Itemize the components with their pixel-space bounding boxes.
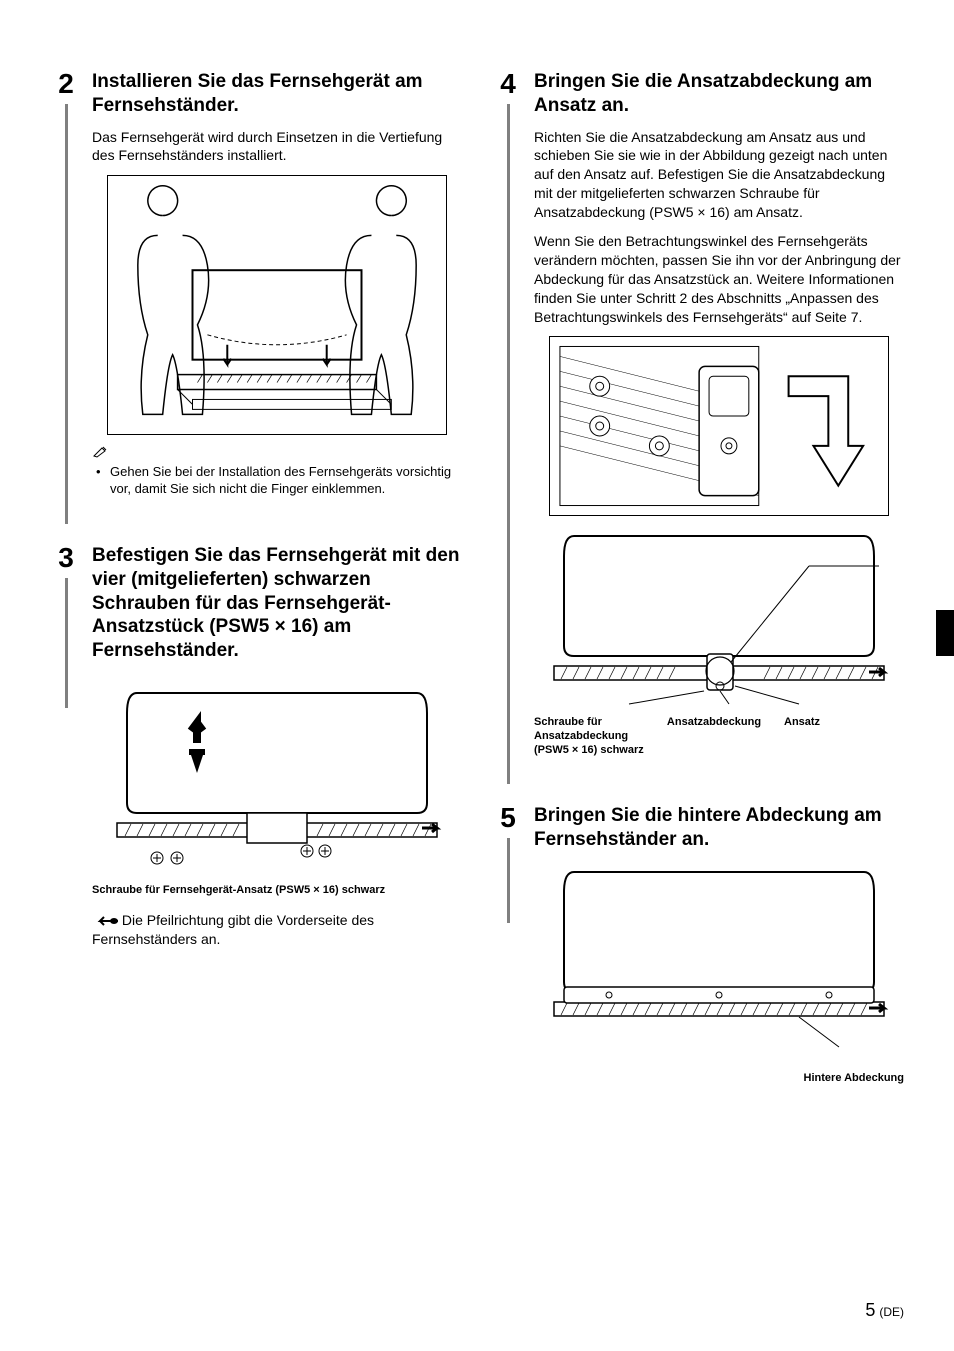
illustration-step4-overview — [549, 526, 889, 706]
step-number-marker: 2 — [50, 70, 82, 524]
step-5: 5 Bringen Sie die hintere Abdeckung am F… — [492, 804, 904, 1084]
step-4-desc2: Wenn Sie den Betrachtungswinkel des Fern… — [534, 232, 904, 326]
step-4-leader-labels: Schraube für Ansatzabdeckung (PSW5 × 16)… — [534, 716, 904, 757]
step-side-bar — [65, 104, 68, 524]
label-cover: Ansatzabdeckung — [654, 716, 774, 757]
illustration-step5 — [549, 862, 889, 1062]
step-3-arrow-note: Die Pfeilrichtung gibt die Vorderseite d… — [92, 911, 462, 949]
step-4: 4 Bringen Sie die Ansatzabdeckung am Ans… — [492, 70, 904, 784]
page-number: 5 (DE) — [865, 1300, 904, 1321]
step-number-3: 3 — [58, 544, 74, 572]
step-5-title: Bringen Sie die hintere Abdeckung am Fer… — [534, 804, 904, 852]
label-neck: Ansatz — [784, 716, 834, 757]
note-icon — [92, 445, 108, 457]
step-number-marker: 3 — [50, 544, 82, 949]
side-index-tab — [936, 610, 954, 656]
page-number-value: 5 — [865, 1300, 875, 1320]
step-number-marker: 4 — [492, 70, 524, 784]
right-column: 4 Bringen Sie die Ansatzabdeckung am Ans… — [492, 70, 904, 1104]
step-3-title: Befestigen Sie das Fernsehgerät mit den … — [92, 544, 462, 663]
arrow-note-text: Die Pfeilrichtung gibt die Vorderseite d… — [92, 912, 374, 947]
step-4-desc1: Richten Sie die Ansatzabdeckung am Ansat… — [534, 128, 904, 222]
label-screw: Schraube für Ansatzabdeckung (PSW5 × 16)… — [534, 716, 644, 757]
step-3: 3 Befestigen Sie das Fernsehgerät mit de… — [50, 544, 462, 949]
step-2-title: Installieren Sie das Fernsehgerät am Fer… — [92, 70, 462, 118]
step-side-bar — [507, 838, 510, 923]
step-number-2: 2 — [58, 70, 74, 98]
step-number-5: 5 — [500, 804, 516, 832]
two-column-layout: 2 Installieren Sie das Fernsehgerät am F… — [50, 70, 904, 1104]
step-2-note: • Gehen Sie bei der Installation des Fer… — [92, 445, 462, 498]
step-2: 2 Installieren Sie das Fernsehgerät am F… — [50, 70, 462, 524]
step-4-title: Bringen Sie die Ansatzabdeckung am Ansat… — [534, 70, 904, 118]
illustration-step2 — [107, 175, 447, 435]
step-side-bar — [507, 104, 510, 784]
page-number-lang: (DE) — [879, 1305, 904, 1319]
step-3-caption: Schraube für Fernsehgerät-Ansatz (PSW5 ×… — [92, 883, 462, 897]
illustration-step3 — [107, 673, 447, 873]
bullet-dot: • — [96, 463, 110, 498]
left-column: 2 Installieren Sie das Fernsehgerät am F… — [50, 70, 462, 1104]
step-number-marker: 5 — [492, 804, 524, 1084]
step-2-desc: Das Fernsehgerät wird durch Einsetzen in… — [92, 128, 462, 166]
step-2-note-text: Gehen Sie bei der Installation des Ferns… — [110, 463, 462, 498]
step-side-bar — [65, 578, 68, 708]
step-number-4: 4 — [500, 70, 516, 98]
step-5-caption: Hintere Abdeckung — [534, 1072, 904, 1084]
illustration-step4-detail — [549, 336, 889, 516]
